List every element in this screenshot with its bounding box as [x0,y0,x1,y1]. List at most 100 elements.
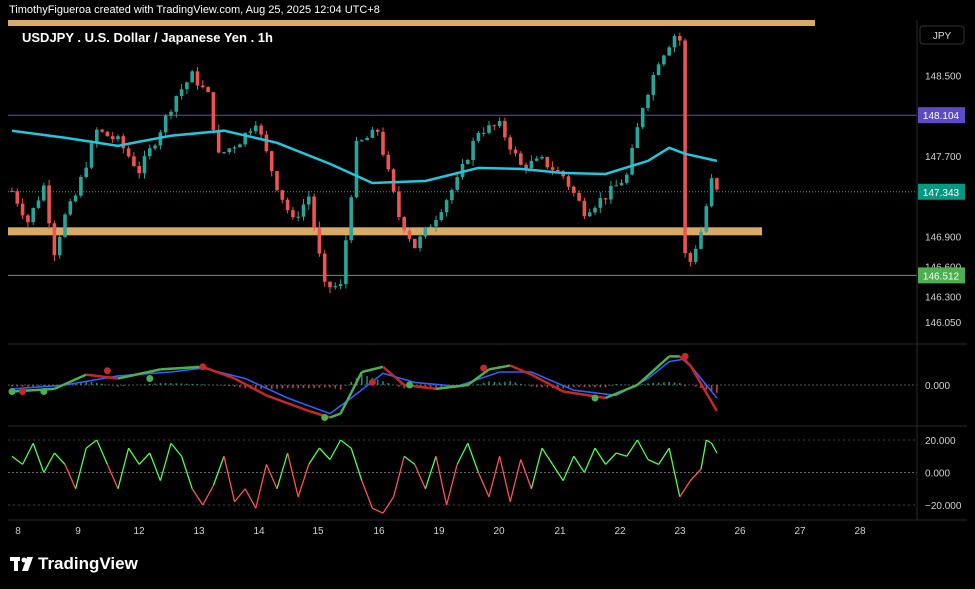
candle-body [503,121,507,138]
candle-body [20,203,25,216]
price-pane[interactable]: USDJPY . U.S. Dollar / Japanese Yen . 1h… [8,20,965,294]
candle-body [116,136,120,140]
macd-cross-marker [19,388,27,395]
price-tick-label: 146.900 [925,232,962,243]
oscillator-segment [138,452,151,465]
candle-body [110,136,115,140]
attribution-text: TimothyFigueroa created with TradingView… [9,4,380,16]
candle-body [26,215,30,223]
oscillator-segment [658,447,670,465]
support-price-tag [918,267,965,284]
price-tick-label: 146.050 [925,318,962,329]
candle-body [418,236,422,249]
macd-line-segment [382,365,406,386]
oscillator-segment [616,452,627,457]
oscillator-segment [11,455,23,465]
oscillator-segment [700,439,707,470]
oscillator-segment [202,485,214,506]
candle-body [216,129,221,153]
oscillator-segment [159,443,172,481]
candle-body [391,169,396,192]
candle-body [715,178,719,190]
macd-line-segment [509,364,532,376]
time-tick-label: 8 [15,526,21,537]
candle-body [603,198,608,200]
time-tick-label: 13 [193,526,205,537]
candle-body [455,177,459,190]
oscillator-segment [509,459,522,502]
candle-body [572,186,576,193]
candle-body [709,178,714,207]
time-tick-label: 21 [554,526,566,537]
candle-body [185,82,189,90]
oscillator-segment [212,456,225,486]
time-tick-label: 23 [674,526,686,537]
oscillator-segment [85,439,98,449]
oscillator-segment [318,447,331,460]
oscillator-segment [467,443,480,473]
time-tick-label: 27 [794,526,806,537]
candle-body [10,191,14,193]
candle-body [126,148,131,157]
candle-body [328,281,332,288]
time-tick-label: 26 [734,526,746,537]
time-tick-label: 22 [614,526,626,537]
oscillator-segment [668,447,681,498]
candle-body [450,189,454,201]
candle-body [582,200,587,217]
oscillator-segment [106,464,119,490]
candle-body [254,125,258,132]
oscillator-segment [276,452,289,489]
candle-body [598,198,603,208]
macd-tick-label: 0.000 [925,381,950,392]
macd-line-segment [234,377,267,397]
macd-line-segment [53,373,87,391]
macd-pane[interactable] [8,352,917,421]
oscillator-pane[interactable] [8,439,917,514]
macd-line-segment [435,383,468,391]
candle-body [487,125,491,133]
macd-cross-marker [406,381,413,389]
candle-body [142,156,147,174]
macd-cross-marker [40,388,48,395]
oscillator-segment [43,452,55,473]
oscillator-segment [583,447,596,473]
macd-cross-marker [103,367,111,375]
candle-body [174,96,179,112]
candle-body [481,132,486,134]
candle-body [556,169,560,172]
macd-line-segment [530,373,564,393]
macd-cross-marker [368,378,376,386]
macd-line-segment [11,387,55,393]
candle-body [672,35,677,48]
candle-body [264,134,269,152]
candle-body [375,129,380,132]
candle-body [238,144,242,148]
candle-body [338,284,343,287]
candle-body [89,143,94,168]
chart-title: USDJPY . U.S. Dollar / Japanese Yen . 1h [22,30,273,45]
oscillator-segment [647,458,659,465]
candle-body [105,131,110,137]
candle-body [534,158,539,161]
candle-body [121,136,126,149]
macd-line-segment [117,368,161,380]
oscillator-segment [53,452,66,465]
candle-body [587,212,592,217]
candle-body [397,191,401,218]
candle-body [667,47,671,56]
oscillator-segment [350,447,363,481]
candle-body [508,137,512,150]
candle-body [291,210,295,218]
candle-body [476,132,481,142]
candle-body [625,174,629,183]
oscillator-segment [255,464,268,509]
candle-body [640,108,645,128]
oscillator-segment [520,459,533,489]
candle-body [466,160,470,164]
candle-body [566,176,571,187]
macd-cross-marker [8,388,16,395]
candle-body [52,223,57,256]
